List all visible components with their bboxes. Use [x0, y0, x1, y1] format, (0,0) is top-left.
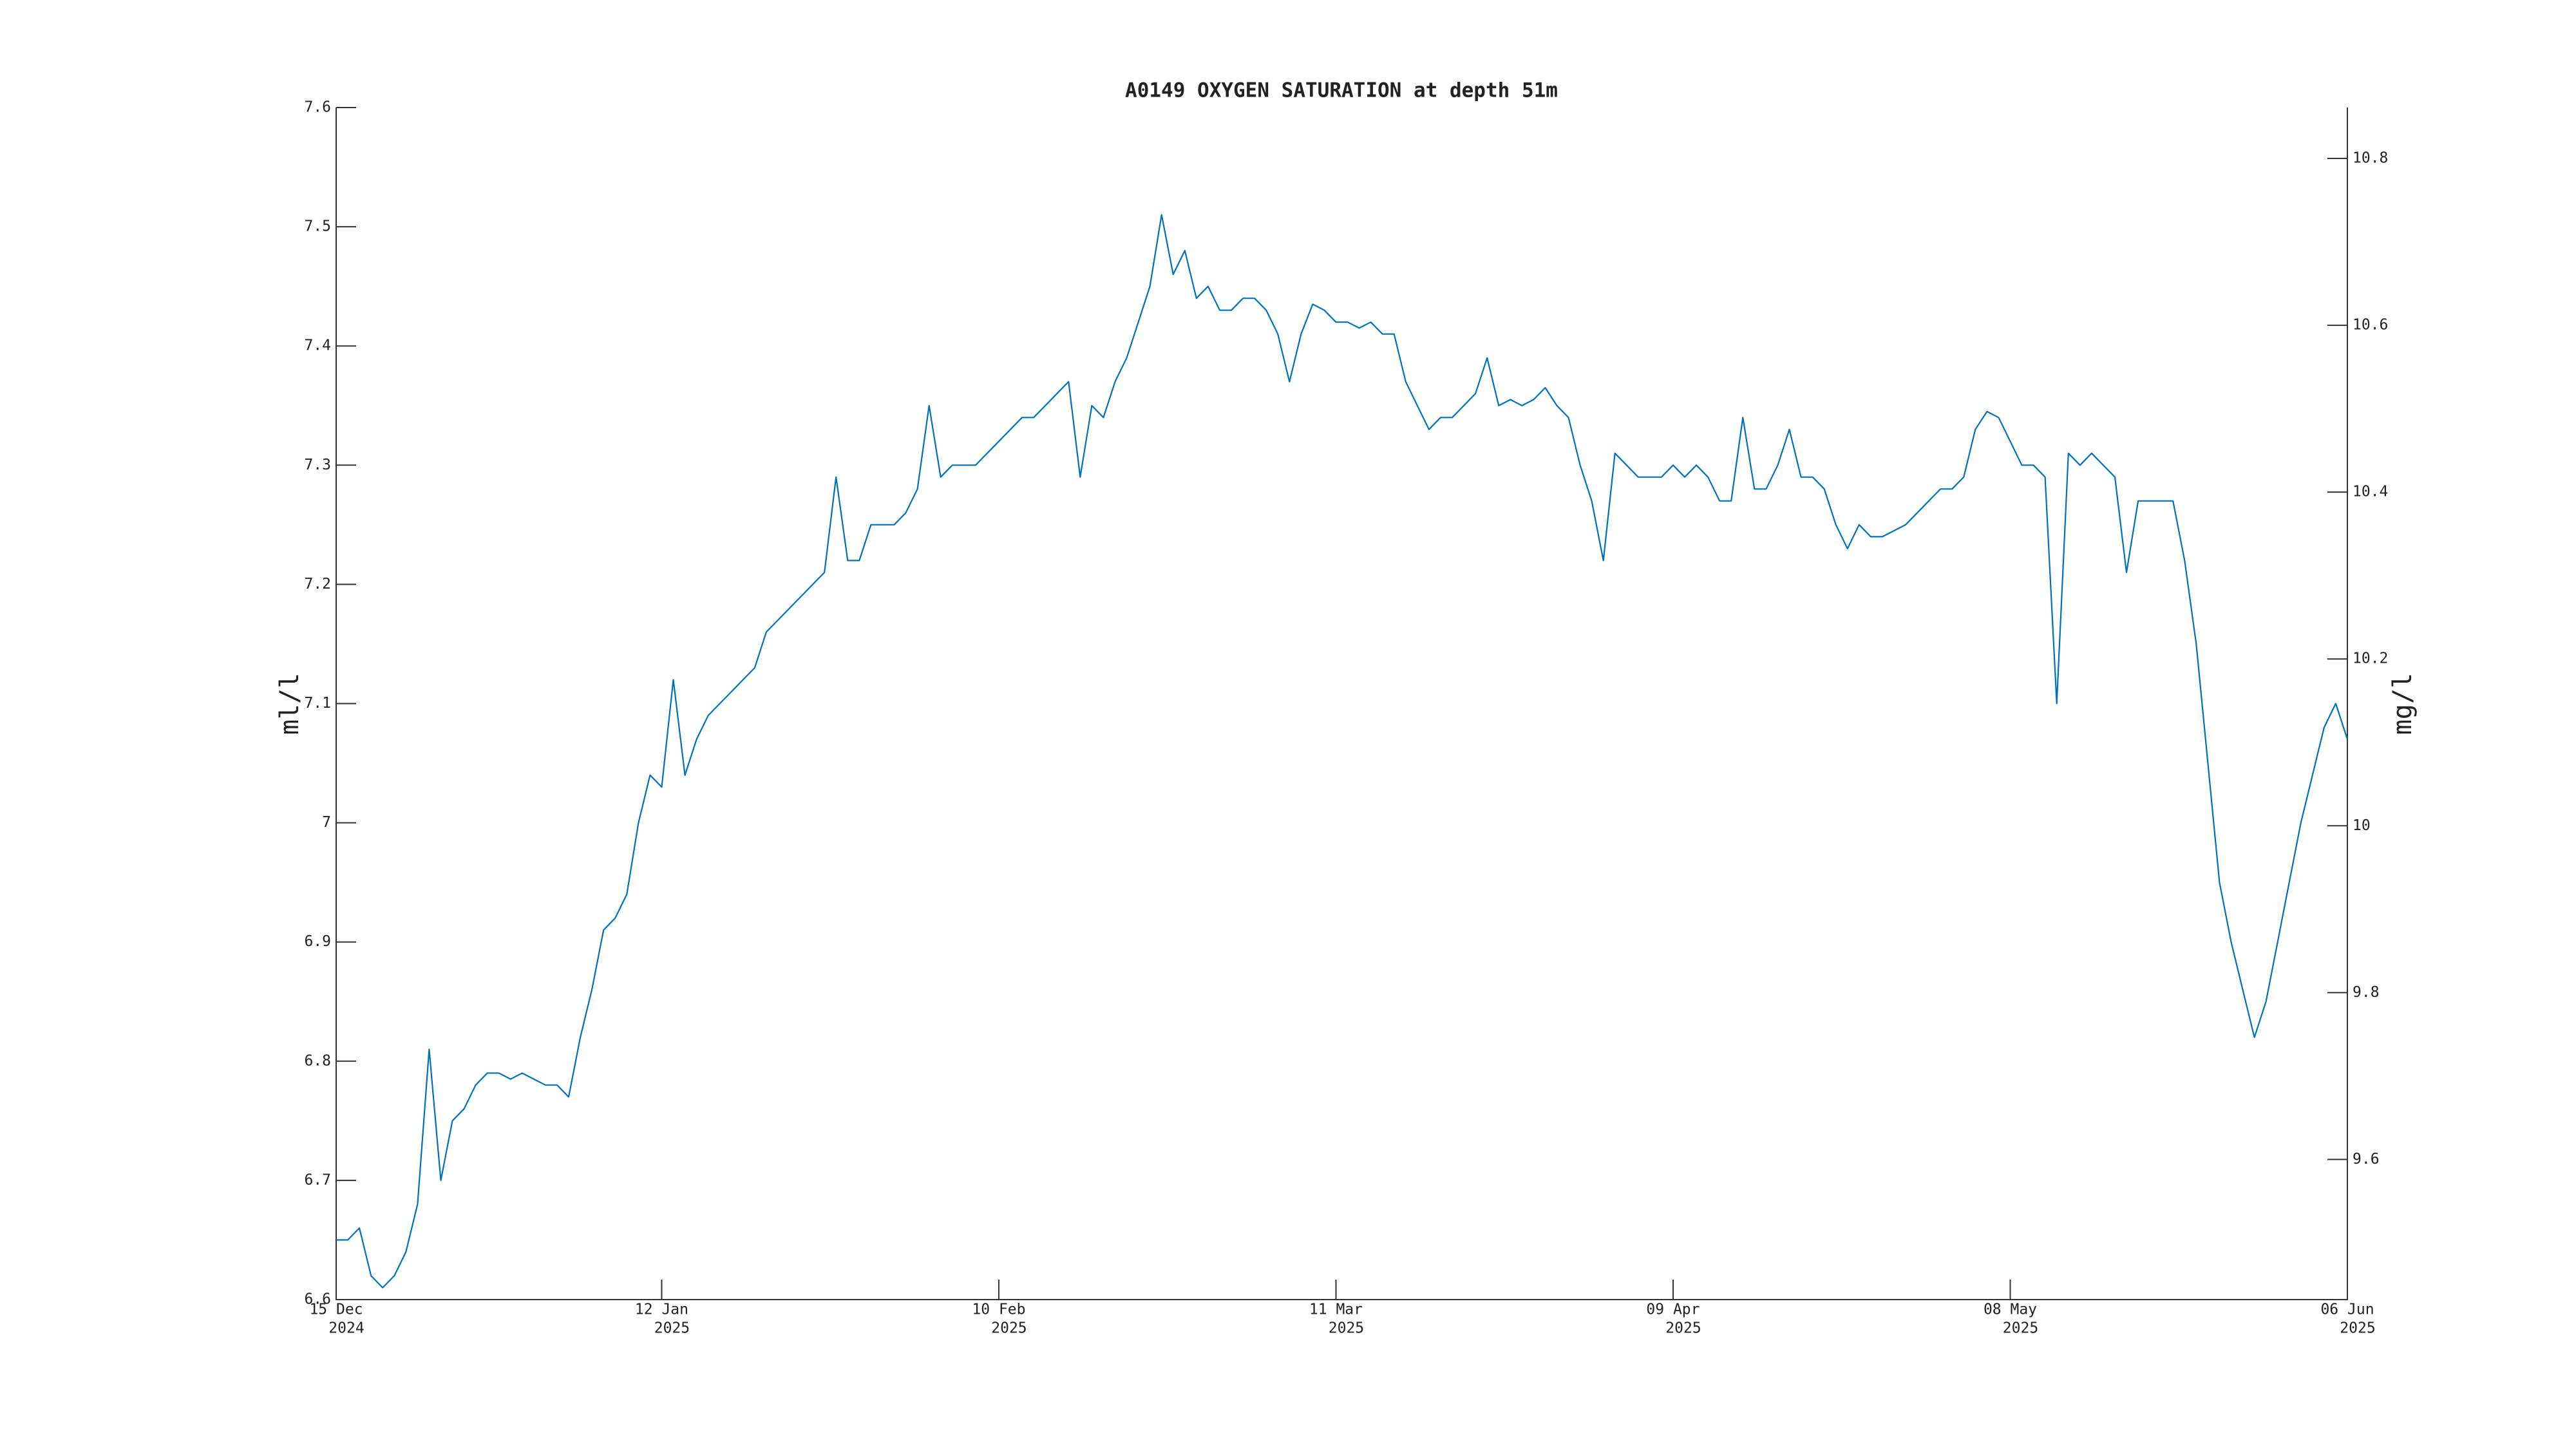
- x-tick-label: 2025: [1329, 1320, 1364, 1337]
- y-tick-label: 7: [322, 814, 331, 831]
- y-axis-label: ml/l: [275, 673, 305, 735]
- y-tick-label: 7.3: [304, 457, 331, 473]
- x-tick-label: 2025: [991, 1320, 1027, 1337]
- y2-tick-label: 10.8: [2353, 150, 2388, 167]
- y-tick-label: 7.6: [304, 99, 331, 116]
- y-tick-label: 7.4: [304, 337, 331, 354]
- x-tick-label: 2025: [654, 1320, 690, 1337]
- y2-tick-label: 10.6: [2353, 317, 2388, 334]
- y2-tick-label: 10.4: [2353, 484, 2388, 500]
- x-tick-label: 08 May: [1984, 1302, 2037, 1318]
- x-tick-label: 09 Apr: [1646, 1302, 1700, 1318]
- chart-title: A0149 OXYGEN SATURATION at depth 51m: [1125, 79, 1558, 102]
- y-tick-label: 6.9: [304, 933, 331, 950]
- y2-tick-label: 10.2: [2353, 650, 2388, 667]
- y2-tick-label: 9.6: [2353, 1151, 2380, 1168]
- data-line: [336, 214, 2349, 1289]
- y2-tick-label: 9.8: [2353, 984, 2380, 1001]
- y-tick-label: 6.7: [304, 1171, 331, 1188]
- y-tick-label: 6.8: [304, 1052, 331, 1069]
- y-tick-label: 7.5: [304, 218, 331, 235]
- x-tick-label: 15 Dec: [309, 1302, 363, 1318]
- y2-tick-label: 10: [2353, 817, 2371, 834]
- x-tick-label: 2025: [2340, 1320, 2375, 1337]
- y-tick-label: 7.2: [304, 576, 331, 592]
- x-tick-label: 12 Jan: [635, 1302, 688, 1318]
- y-tick-label: 6.6: [304, 1291, 331, 1308]
- x-tick-label: 2024: [328, 1320, 364, 1337]
- x-tick-label: 2025: [1665, 1320, 1701, 1337]
- axes-frame: [336, 108, 2348, 1300]
- x-tick-label: 10 Feb: [972, 1302, 1025, 1318]
- x-tick-label: 06 Jun: [2320, 1302, 2374, 1318]
- x-tick-label: 11 Mar: [1309, 1302, 1363, 1318]
- y-tick-label: 7.1: [304, 695, 331, 712]
- y2-axis-label: mg/l: [2388, 673, 2418, 735]
- x-tick-label: 2025: [2003, 1320, 2038, 1337]
